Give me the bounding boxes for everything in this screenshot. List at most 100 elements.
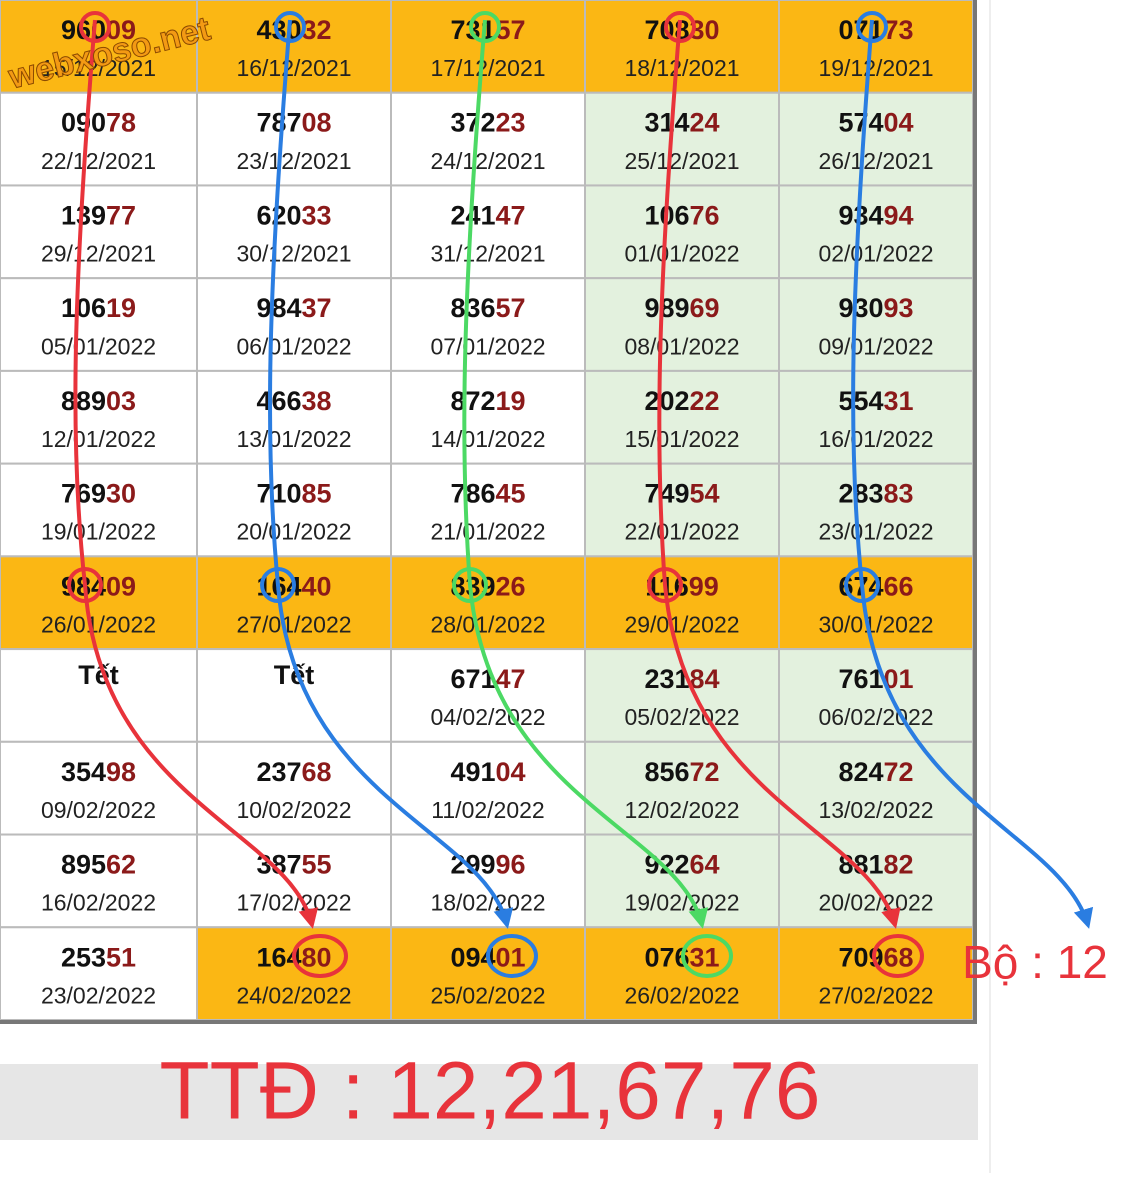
number-tail: 62 bbox=[106, 850, 136, 880]
draw-date: 10/02/2022 bbox=[236, 797, 351, 823]
draw-date: 20/01/2022 bbox=[236, 519, 351, 545]
draw-date: 23/12/2021 bbox=[236, 148, 351, 174]
draw-date: 24/02/2022 bbox=[236, 982, 351, 1008]
draw-date: 27/01/2022 bbox=[236, 611, 351, 637]
cell bbox=[390, 926, 586, 1021]
number-tail: 73 bbox=[884, 15, 914, 45]
cell bbox=[778, 833, 974, 929]
result-band bbox=[0, 1064, 978, 1140]
draw-date: 23/01/2022 bbox=[818, 519, 933, 545]
result-number: 24147 bbox=[450, 201, 525, 231]
number-tail: 93 bbox=[884, 293, 914, 323]
number-tail: 04 bbox=[884, 108, 914, 138]
number-head: 354 bbox=[61, 757, 106, 787]
result-number: 10676 bbox=[644, 201, 719, 231]
result-number: 31424 bbox=[644, 108, 719, 138]
number-tail: 64 bbox=[690, 850, 720, 880]
number-head: 387 bbox=[256, 850, 301, 880]
draw-date: 17/02/2022 bbox=[236, 890, 351, 916]
draw-date: 26/02/2022 bbox=[624, 982, 739, 1008]
cell bbox=[196, 369, 392, 465]
number-tail: 80 bbox=[302, 942, 332, 972]
cell bbox=[778, 369, 974, 465]
cell bbox=[584, 462, 780, 558]
draw-date: 23/02/2022 bbox=[41, 982, 156, 1008]
number-tail: 96 bbox=[496, 850, 526, 880]
number-head: 881 bbox=[838, 850, 883, 880]
number-tail: 72 bbox=[884, 757, 914, 787]
cell bbox=[196, 277, 392, 372]
draw-date: 06/01/2022 bbox=[236, 333, 351, 359]
number-tail: 83 bbox=[884, 479, 914, 509]
draw-date: 13/01/2022 bbox=[236, 426, 351, 452]
result-number: 74954 bbox=[644, 479, 719, 509]
draw-date: 17/12/2021 bbox=[430, 55, 545, 81]
draw-date: 02/01/2022 bbox=[818, 241, 933, 267]
number-head: 872 bbox=[450, 386, 495, 416]
draw-date: 29/01/2022 bbox=[624, 611, 739, 637]
draw-date: 19/12/2021 bbox=[818, 55, 933, 81]
result-number: 20222 bbox=[644, 386, 719, 416]
number-tail: 94 bbox=[884, 201, 914, 231]
number-tail: 66 bbox=[884, 571, 914, 601]
number-head: 283 bbox=[838, 479, 883, 509]
number-head: 314 bbox=[644, 108, 689, 138]
draw-date: 11/02/2022 bbox=[431, 797, 544, 823]
number-head: 786 bbox=[450, 479, 495, 509]
number-tail: 19 bbox=[106, 293, 136, 323]
result-number: 88182 bbox=[838, 850, 913, 880]
number-tail: 26 bbox=[496, 571, 526, 601]
result-number: 82472 bbox=[838, 757, 913, 787]
result-number: 78645 bbox=[450, 479, 525, 509]
result-number: 13977 bbox=[61, 201, 136, 231]
cell bbox=[196, 833, 392, 929]
cell bbox=[0, 277, 198, 372]
number-head: 856 bbox=[644, 757, 689, 787]
cell bbox=[778, 648, 974, 743]
number-tail: 68 bbox=[302, 757, 332, 787]
draw-date: 20/02/2022 bbox=[818, 890, 933, 916]
number-head: 372 bbox=[450, 108, 495, 138]
number-head: 984 bbox=[256, 293, 301, 323]
number-head: 202 bbox=[644, 386, 689, 416]
result-number: 88903 bbox=[61, 386, 136, 416]
draw-date: 05/02/2022 bbox=[624, 704, 739, 730]
result-number: 93494 bbox=[838, 201, 913, 231]
number-tail: 47 bbox=[496, 664, 526, 694]
number-tail: 76 bbox=[690, 201, 720, 231]
draw-date: 01/01/2022 bbox=[624, 241, 739, 267]
result-number: 10619 bbox=[61, 293, 136, 323]
number-head: 930 bbox=[838, 293, 883, 323]
result-number: 46638 bbox=[256, 386, 331, 416]
number-head: 237 bbox=[256, 757, 301, 787]
arrow bbox=[657, 19, 901, 929]
number-tail: 37 bbox=[302, 293, 332, 323]
result-number: 87219 bbox=[450, 386, 525, 416]
number-tail: 38 bbox=[302, 386, 332, 416]
cell bbox=[778, 555, 974, 651]
number-head: 824 bbox=[838, 757, 883, 787]
number-tail: 04 bbox=[496, 757, 526, 787]
draw-date: 19/01/2022 bbox=[41, 519, 156, 545]
number-tail: 40 bbox=[302, 571, 332, 601]
number-tail: 72 bbox=[690, 757, 720, 787]
draw-date: 19/02/2022 bbox=[624, 890, 739, 916]
number-tail: 78 bbox=[106, 108, 136, 138]
draw-date: 25/12/2021 bbox=[624, 148, 739, 174]
draw-date: 16/12/2021 bbox=[236, 55, 351, 81]
result-number: 07631 bbox=[644, 942, 719, 972]
draw-date: 18/02/2022 bbox=[430, 890, 545, 916]
draw-date: 27/02/2022 bbox=[818, 982, 933, 1008]
draw-date: 25/02/2022 bbox=[430, 982, 545, 1008]
cell bbox=[390, 740, 586, 836]
arrow bbox=[267, 19, 514, 929]
draw-date: 15/01/2022 bbox=[624, 426, 739, 452]
number-tail: 24 bbox=[690, 108, 720, 138]
result-number: 55431 bbox=[838, 386, 913, 416]
number-tail: 30 bbox=[106, 479, 136, 509]
result-number: 62033 bbox=[256, 201, 331, 231]
number-tail: 33 bbox=[302, 201, 332, 231]
number-tail: 47 bbox=[496, 201, 526, 231]
draw-date: 05/01/2022 bbox=[41, 333, 156, 359]
draw-date: 15/12/2021 bbox=[41, 55, 156, 81]
